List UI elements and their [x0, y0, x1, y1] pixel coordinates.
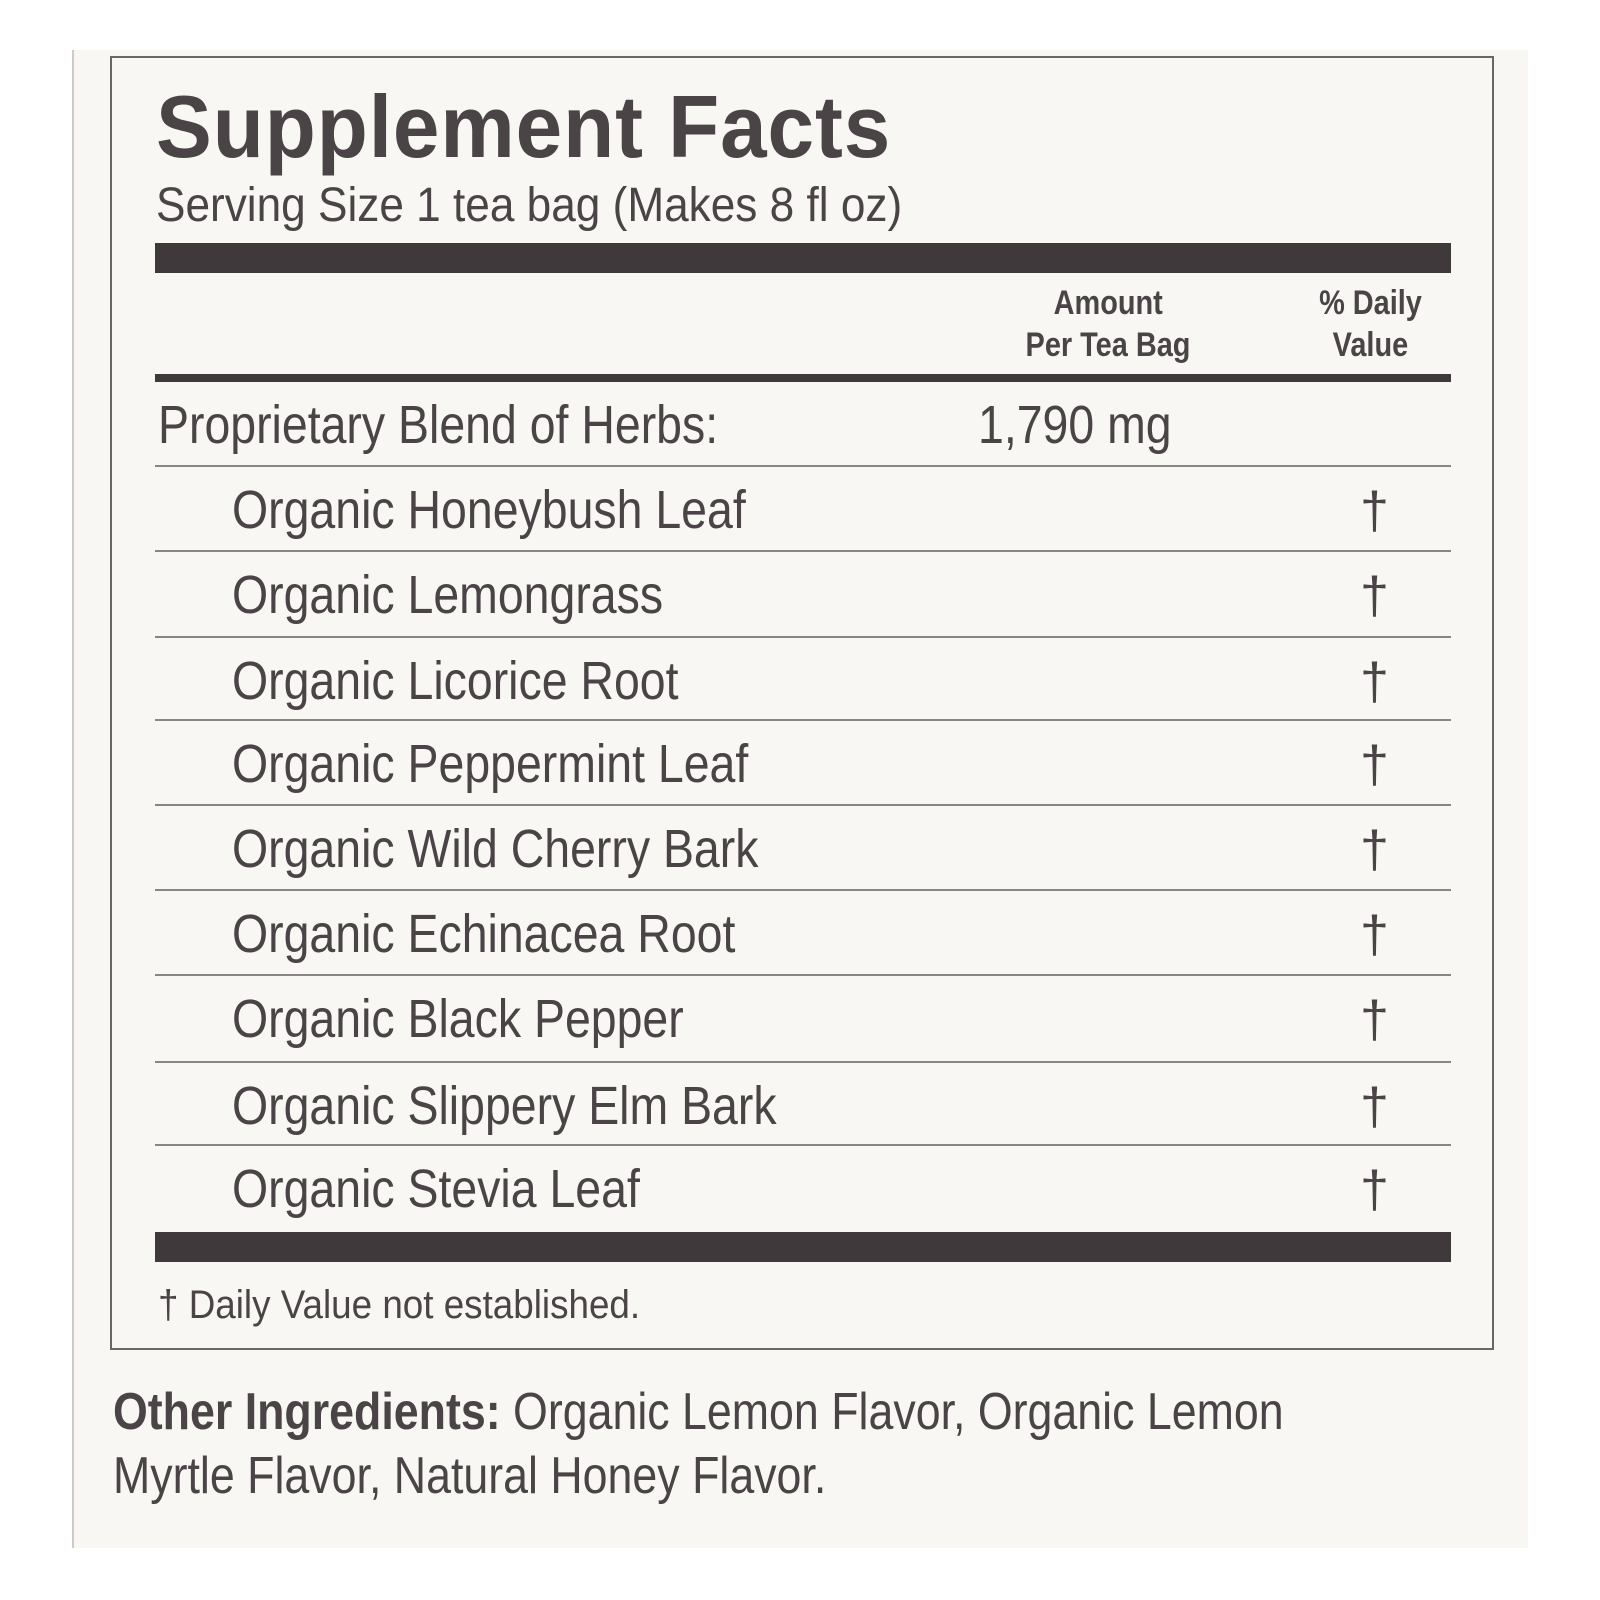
row-divider [155, 974, 1451, 976]
thick-divider-top [155, 243, 1451, 273]
ingredient-name: Organic Lemongrass [232, 564, 733, 626]
blend-amount-text: 1,790 mg [978, 395, 1172, 455]
ingredient-name: Organic Honeybush Leaf [232, 479, 829, 541]
amount-header-line1: Amount [1053, 284, 1163, 322]
other-ingredients-text-line2: Myrtle Flavor, Natural Honey Flavor. [113, 1447, 827, 1505]
label-paper [72, 50, 1528, 1548]
dv-header-line1: % Daily [1318, 284, 1422, 322]
blend-name-text: Proprietary Blend of Herbs: [158, 395, 719, 455]
thick-divider-bottom [155, 1232, 1451, 1262]
ingredient-name-text: Organic Wild Cherry Bark [232, 819, 759, 879]
serving-size: Serving Size 1 tea bag (Makes 8 fl oz) [156, 178, 967, 233]
title-text: Supplement Facts [156, 77, 892, 176]
amount-header-line2: Per Tea Bag [1025, 326, 1191, 364]
daily-value-header: % Daily Value [1280, 282, 1460, 366]
ingredient-name: Organic Echinacea Root [232, 903, 817, 965]
medium-divider [155, 374, 1451, 382]
ingredient-daily-value: † [1360, 991, 1389, 1049]
row-divider [155, 550, 1451, 552]
row-divider [155, 465, 1451, 467]
ingredient-name: Organic Wild Cherry Bark [232, 818, 844, 880]
ingredient-name-text: Organic Black Pepper [232, 989, 684, 1049]
row-divider [155, 804, 1451, 806]
blend-amount: 1,790 mg [978, 394, 1203, 456]
ingredient-name-text: Organic Echinacea Root [232, 904, 736, 964]
other-ingredients-label: Other Ingredients: [113, 1383, 501, 1441]
row-divider [155, 1144, 1451, 1146]
other-ingredients: Other Ingredients: Organic Lemon Flavor,… [113, 1380, 1474, 1508]
supplement-facts-panel [110, 56, 1494, 1350]
ingredient-name-text: Organic Slippery Elm Bark [232, 1076, 777, 1136]
ingredient-name: Organic Stevia Leaf [232, 1158, 706, 1220]
ingredient-daily-value: † [1360, 653, 1389, 711]
ingredient-daily-value: † [1360, 906, 1389, 964]
row-divider [155, 889, 1451, 891]
ingredient-daily-value: † [1360, 736, 1389, 794]
ingredient-name: Organic Licorice Root [232, 650, 751, 712]
dv-header-line2: Value [1332, 326, 1408, 364]
ingredient-name-text: Organic Licorice Root [232, 651, 679, 711]
ingredient-name: Organic Black Pepper [232, 988, 757, 1050]
ingredient-daily-value: † [1360, 482, 1389, 540]
ingredient-name-text: Organic Honeybush Leaf [232, 480, 746, 540]
other-ingredients-text: Organic Lemon Flavor, Organic Lemon [500, 1383, 1284, 1441]
footnote: † Daily Value not established. [158, 1283, 682, 1328]
ingredient-daily-value: † [1360, 1078, 1389, 1136]
ingredient-name-text: Organic Lemongrass [232, 565, 664, 625]
ingredient-name: Organic Peppermint Leaf [232, 733, 832, 795]
footnote-text: † Daily Value not established. [158, 1283, 641, 1327]
ingredient-name-text: Organic Stevia Leaf [232, 1159, 640, 1219]
row-divider [155, 636, 1451, 638]
amount-header: Amount Per Tea Bag [990, 282, 1226, 366]
ingredient-daily-value: † [1360, 567, 1389, 625]
panel-title: Supplement Facts [156, 76, 930, 178]
blend-name: Proprietary Blend of Herbs: [158, 394, 809, 456]
serving-size-text: Serving Size 1 tea bag (Makes 8 fl oz) [156, 179, 903, 232]
ingredient-name: Organic Slippery Elm Bark [232, 1075, 865, 1137]
row-divider [155, 1061, 1451, 1063]
ingredient-name-text: Organic Peppermint Leaf [232, 734, 749, 794]
ingredient-daily-value: † [1360, 1161, 1389, 1219]
row-divider [155, 719, 1451, 721]
ingredient-daily-value: † [1360, 821, 1389, 879]
